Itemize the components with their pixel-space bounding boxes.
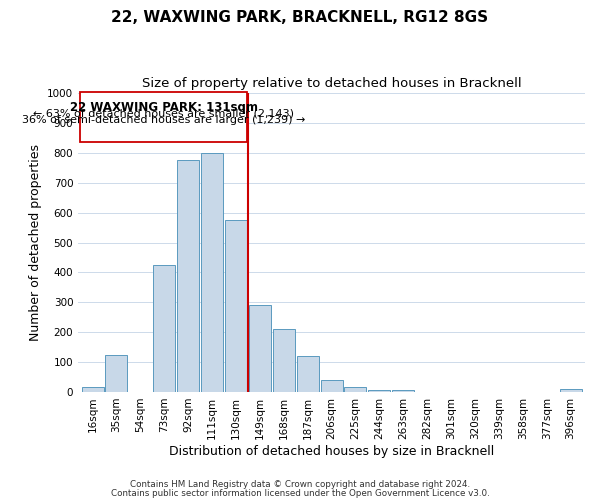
Y-axis label: Number of detached properties: Number of detached properties xyxy=(29,144,41,341)
Bar xyxy=(153,265,175,392)
Bar xyxy=(201,153,223,392)
Bar xyxy=(106,354,127,392)
FancyBboxPatch shape xyxy=(80,92,247,142)
Text: 36% of semi-detached houses are larger (1,239) →: 36% of semi-detached houses are larger (… xyxy=(22,116,305,126)
Bar xyxy=(344,388,367,392)
Bar xyxy=(82,388,104,392)
Text: Contains public sector information licensed under the Open Government Licence v3: Contains public sector information licen… xyxy=(110,490,490,498)
Bar xyxy=(368,390,391,392)
Title: Size of property relative to detached houses in Bracknell: Size of property relative to detached ho… xyxy=(142,78,521,90)
Bar xyxy=(392,390,415,392)
Text: ← 63% of detached houses are smaller (2,143): ← 63% of detached houses are smaller (2,… xyxy=(33,108,294,118)
Text: Contains HM Land Registry data © Crown copyright and database right 2024.: Contains HM Land Registry data © Crown c… xyxy=(130,480,470,489)
Bar xyxy=(273,329,295,392)
Bar xyxy=(177,160,199,392)
Text: 22 WAXWING PARK: 131sqm: 22 WAXWING PARK: 131sqm xyxy=(70,100,258,114)
Bar xyxy=(249,306,271,392)
Bar xyxy=(225,220,247,392)
Bar xyxy=(296,356,319,392)
Bar xyxy=(560,389,581,392)
X-axis label: Distribution of detached houses by size in Bracknell: Distribution of detached houses by size … xyxy=(169,444,494,458)
Text: 22, WAXWING PARK, BRACKNELL, RG12 8GS: 22, WAXWING PARK, BRACKNELL, RG12 8GS xyxy=(112,10,488,25)
Bar xyxy=(320,380,343,392)
